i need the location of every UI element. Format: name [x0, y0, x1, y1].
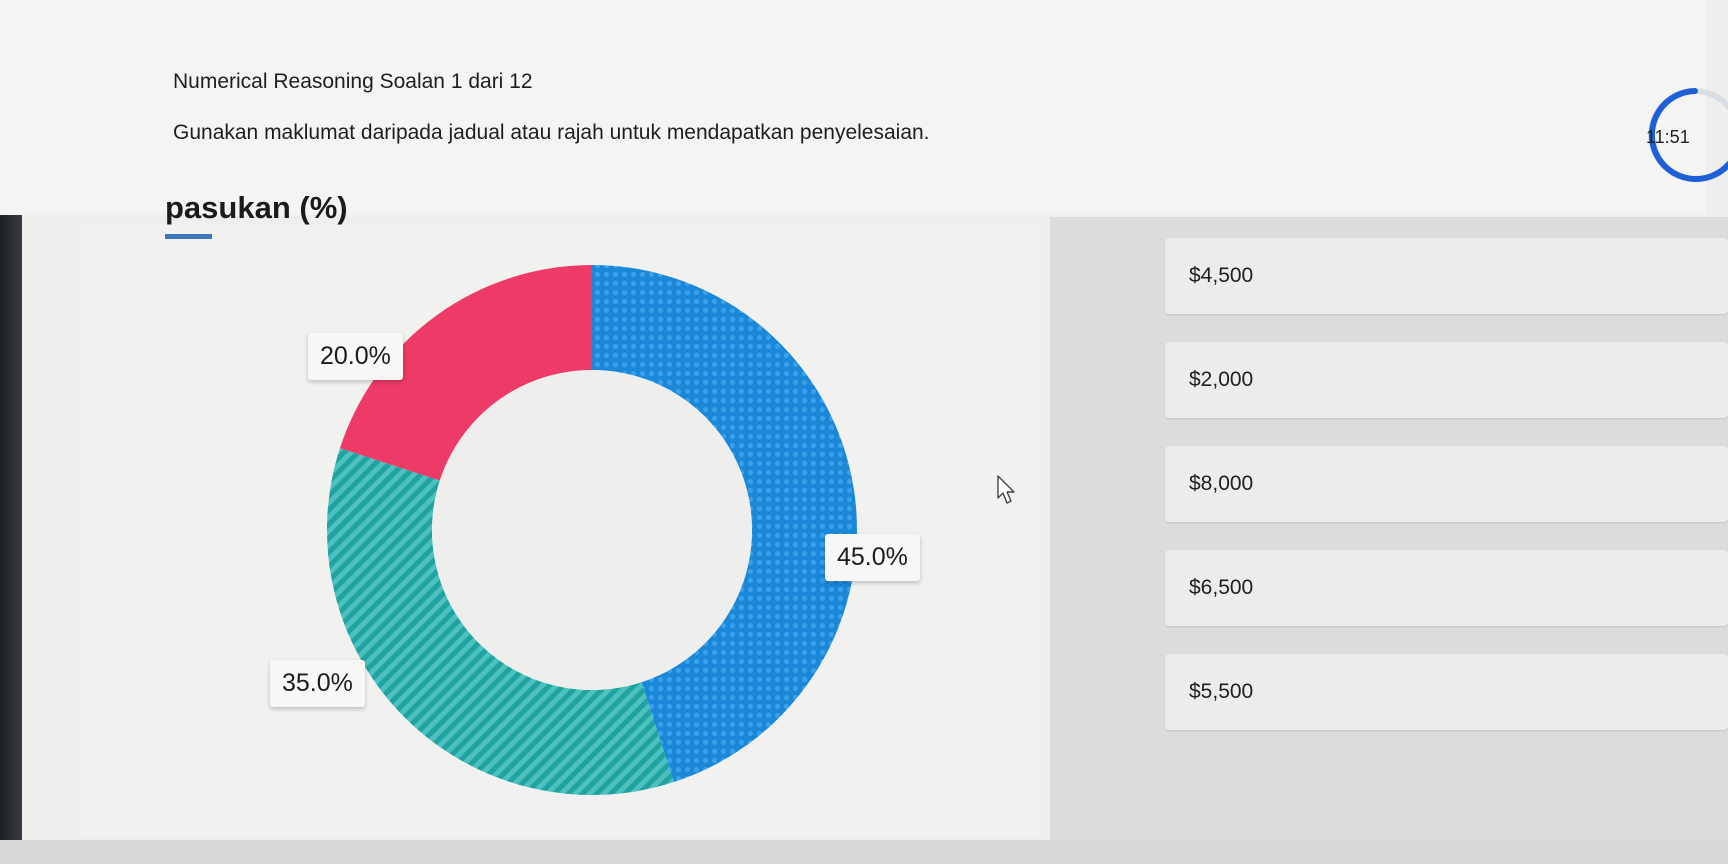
- question-instruction: Gunakan maklumat daripada jadual atau ra…: [173, 121, 930, 144]
- donut-hole: [432, 370, 752, 690]
- question-title: Numerical Reasoning Soalan 1 dari 12: [173, 70, 533, 93]
- donut-chart: [327, 265, 858, 795]
- bottom-bar: [0, 840, 1728, 864]
- question-header: [0, 0, 1706, 215]
- answers-panel: [1050, 217, 1728, 847]
- answer-option-label: $4,500: [1189, 264, 1254, 287]
- chart-panel: [80, 225, 1040, 837]
- answer-option-label: $8,000: [1189, 472, 1254, 495]
- answer-option-3[interactable]: $8,000: [1165, 446, 1728, 522]
- chart-title: pasukan (%): [165, 190, 348, 225]
- timer-ring-icon: [1648, 88, 1728, 182]
- slice-label-45: 45.0%: [825, 534, 920, 581]
- title-underline: [165, 234, 212, 239]
- donut-slice-35: [327, 448, 674, 795]
- donut-slice-45: [592, 265, 858, 783]
- screen-bezel: [0, 0, 22, 864]
- answer-option-2[interactable]: $2,000: [1165, 342, 1728, 418]
- slice-label-20: 20.0%: [308, 333, 403, 380]
- slice-label-35: 35.0%: [270, 660, 365, 707]
- answer-option-label: $5,500: [1189, 680, 1254, 703]
- answer-option-1[interactable]: $4,500: [1165, 238, 1728, 314]
- donut-slice-20: [339, 265, 592, 481]
- timer-countdown: 11:51: [1646, 127, 1690, 147]
- mouse-pointer-icon: [997, 475, 1015, 504]
- answer-option-4[interactable]: $6,500: [1165, 550, 1728, 626]
- answer-option-label: $2,000: [1189, 368, 1254, 391]
- answer-option-label: $6,500: [1189, 576, 1254, 599]
- answer-option-5[interactable]: $5,500: [1165, 654, 1728, 730]
